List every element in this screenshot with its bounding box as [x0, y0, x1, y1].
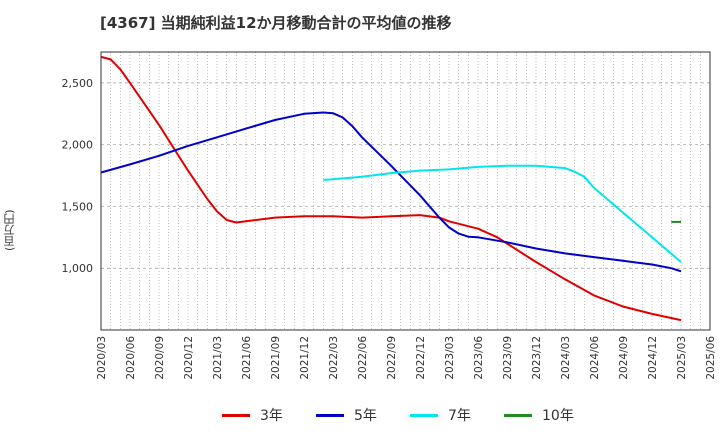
x-tick-label: 2022/03	[328, 336, 340, 380]
legend-item-7年: 7年	[410, 403, 471, 427]
x-tick-label: 2021/09	[270, 336, 282, 380]
x-tick-label: 2020/03	[96, 336, 108, 380]
x-tick-label: 2023/06	[473, 336, 485, 380]
y-tick-label: 1,500	[62, 200, 94, 213]
legend-label: 3年	[260, 408, 283, 424]
legend-swatch	[222, 413, 250, 417]
series-lines	[100, 55, 682, 322]
x-tick-label: 2020/12	[183, 336, 195, 380]
x-tick-label: 2023/09	[502, 336, 514, 380]
y-tick-labels: 1,000 1,500 2,000 2,500	[62, 77, 94, 275]
x-tick-label: 2024/03	[560, 336, 572, 380]
plot-frame	[100, 51, 711, 331]
x-tick-label: 2024/06	[589, 336, 601, 380]
series-line-5年	[100, 111, 682, 273]
x-tick-label: 2022/12	[415, 336, 427, 380]
x-tick-label: 2021/06	[241, 336, 253, 380]
x-tick-label: 2021/03	[212, 336, 224, 380]
legend-swatch	[316, 413, 344, 417]
series-line-7年	[323, 164, 682, 263]
plot-border	[100, 51, 711, 331]
x-tick-label: 2020/09	[154, 336, 166, 380]
x-tick-labels: 2020/03 2020/06 2020/09 2020/12 2021/03 2021/…	[96, 336, 717, 380]
legend-label: 10年	[542, 408, 574, 424]
x-tick-label: 2023/12	[531, 336, 543, 380]
x-tick-label: 2020/06	[125, 336, 137, 380]
grid	[100, 52, 711, 330]
chart-title: [4367] 当期純利益12か月移動合計の平均値の推移	[100, 14, 452, 32]
x-tick-label: 2022/06	[357, 336, 369, 380]
legend-item-10年: 10年	[504, 403, 574, 427]
legend-swatch	[410, 413, 438, 417]
legend-item-3年: 3年	[222, 403, 283, 427]
legend-item-5年: 5年	[316, 403, 377, 427]
y-tick-label: 2,000	[62, 139, 94, 152]
y-tick-label: 2,500	[62, 77, 94, 90]
legend-label: 5年	[354, 408, 377, 424]
x-tick-label: 2024/09	[618, 336, 630, 380]
x-tick-label: 2025/03	[676, 336, 688, 380]
x-tick-label: 2024/12	[647, 336, 659, 380]
legend-label: 7年	[448, 408, 471, 424]
x-tick-label: 2022/09	[386, 336, 398, 380]
x-tick-label: 2025/06	[705, 336, 717, 380]
legend-swatch	[504, 413, 532, 417]
series-line-3年	[100, 55, 682, 322]
legend: 3年 5年 7年 10年	[0, 403, 720, 427]
x-tick-label: 2021/12	[299, 336, 311, 380]
y-tick-label: 1,000	[62, 262, 94, 275]
x-tick-label: 2023/03	[444, 336, 456, 380]
